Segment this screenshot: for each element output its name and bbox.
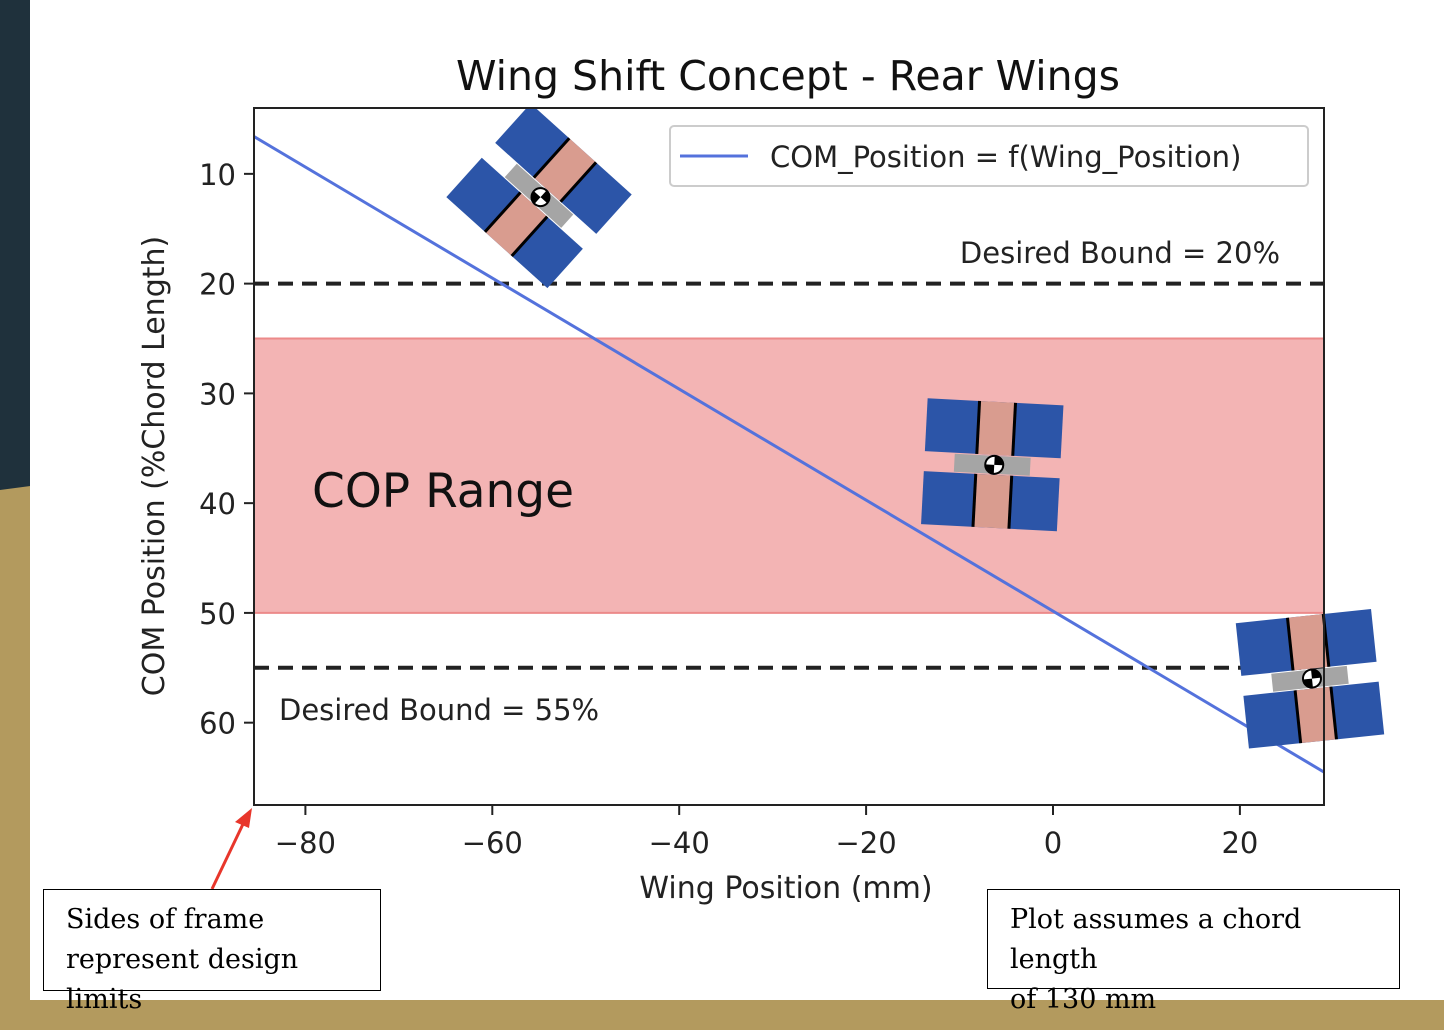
x-tick-label: 20 [1221,826,1258,860]
wing-spar-line [483,191,522,233]
wing-spar-section [484,192,548,257]
series-line [254,135,1324,774]
wing-spar-line [971,473,978,527]
x-axis-label: Wing Position (mm) [639,871,932,906]
wing-icon-aft [1235,609,1385,749]
chart: Wing Shift Concept - Rear Wings COP Rang… [137,52,1385,906]
legend-box [669,125,1309,187]
y-axis-label: COM Position (%Chord Length) [137,236,172,696]
y-axis-ticks: 10 20 30 40 50 60 [199,158,254,741]
y-tick-label: 60 [199,707,236,741]
wing-spar-line [559,161,598,203]
y-tick-label: 10 [199,158,236,192]
wing-spar-section [1287,614,1329,671]
design-limit-arrow [210,808,252,890]
x-axis-ticks: −80 −60 −40 −20 0 20 [275,805,1258,860]
x-tick-label: −40 [649,826,710,860]
wing-spar-line [1285,617,1295,671]
wing-spar-line [1011,402,1018,456]
x-tick-label: 0 [1044,826,1062,860]
design-limits-note: Sides of frame represent design limits [43,889,381,1015]
legend-entry: COM_Position = f(Wing_Position) [770,140,1241,174]
x-tick-label: −80 [275,826,336,860]
wing-spar-line [1007,475,1014,529]
wing-spar-line [975,400,982,454]
com-marker-fill [1303,669,1321,688]
chart-title: Wing Shift Concept - Rear Wings [456,52,1120,100]
wing-spar-line [510,215,549,258]
wing-spar-line [1293,690,1303,744]
arrow-shaft [210,821,246,890]
x-tick-label: −20 [835,826,896,860]
wing-spar-section [1295,686,1337,744]
wing-icons [446,108,1064,532]
wing-icons-overflow [1235,609,1385,749]
band-label: COP Range [312,464,574,519]
wing-icon-forward [446,108,632,289]
wing-icon-middle [921,398,1064,532]
desired-bound-upper-label: Desired Bound = 20% [960,236,1280,270]
plot-frame [253,107,1325,806]
y-tick-label: 40 [199,487,236,521]
desired-bound-lower-label: Desired Bound = 55% [279,693,599,727]
chord-length-note: Plot assumes a chord length of 130 mm [987,889,1400,1015]
slide-content: Wing Shift Concept - Rear Wings COP Rang… [30,0,1444,1015]
y-tick-label: 20 [199,268,236,302]
arrow-head [235,808,252,828]
wing-spar-line [532,137,571,179]
y-tick-label: 50 [199,597,236,631]
wing-spar-line [1329,686,1338,740]
legend: COM_Position = f(Wing_Position) [669,125,1309,187]
com-marker-fill [531,190,550,204]
wing-spar-section [533,138,597,202]
cop-range-band [254,338,1324,613]
wing-spar-section [976,400,1016,456]
x-tick-label: −60 [462,826,523,860]
com-marker-fill [985,455,1004,474]
wing-spar-section [972,473,1012,529]
plot-area [254,108,1324,774]
y-tick-label: 30 [199,377,236,411]
